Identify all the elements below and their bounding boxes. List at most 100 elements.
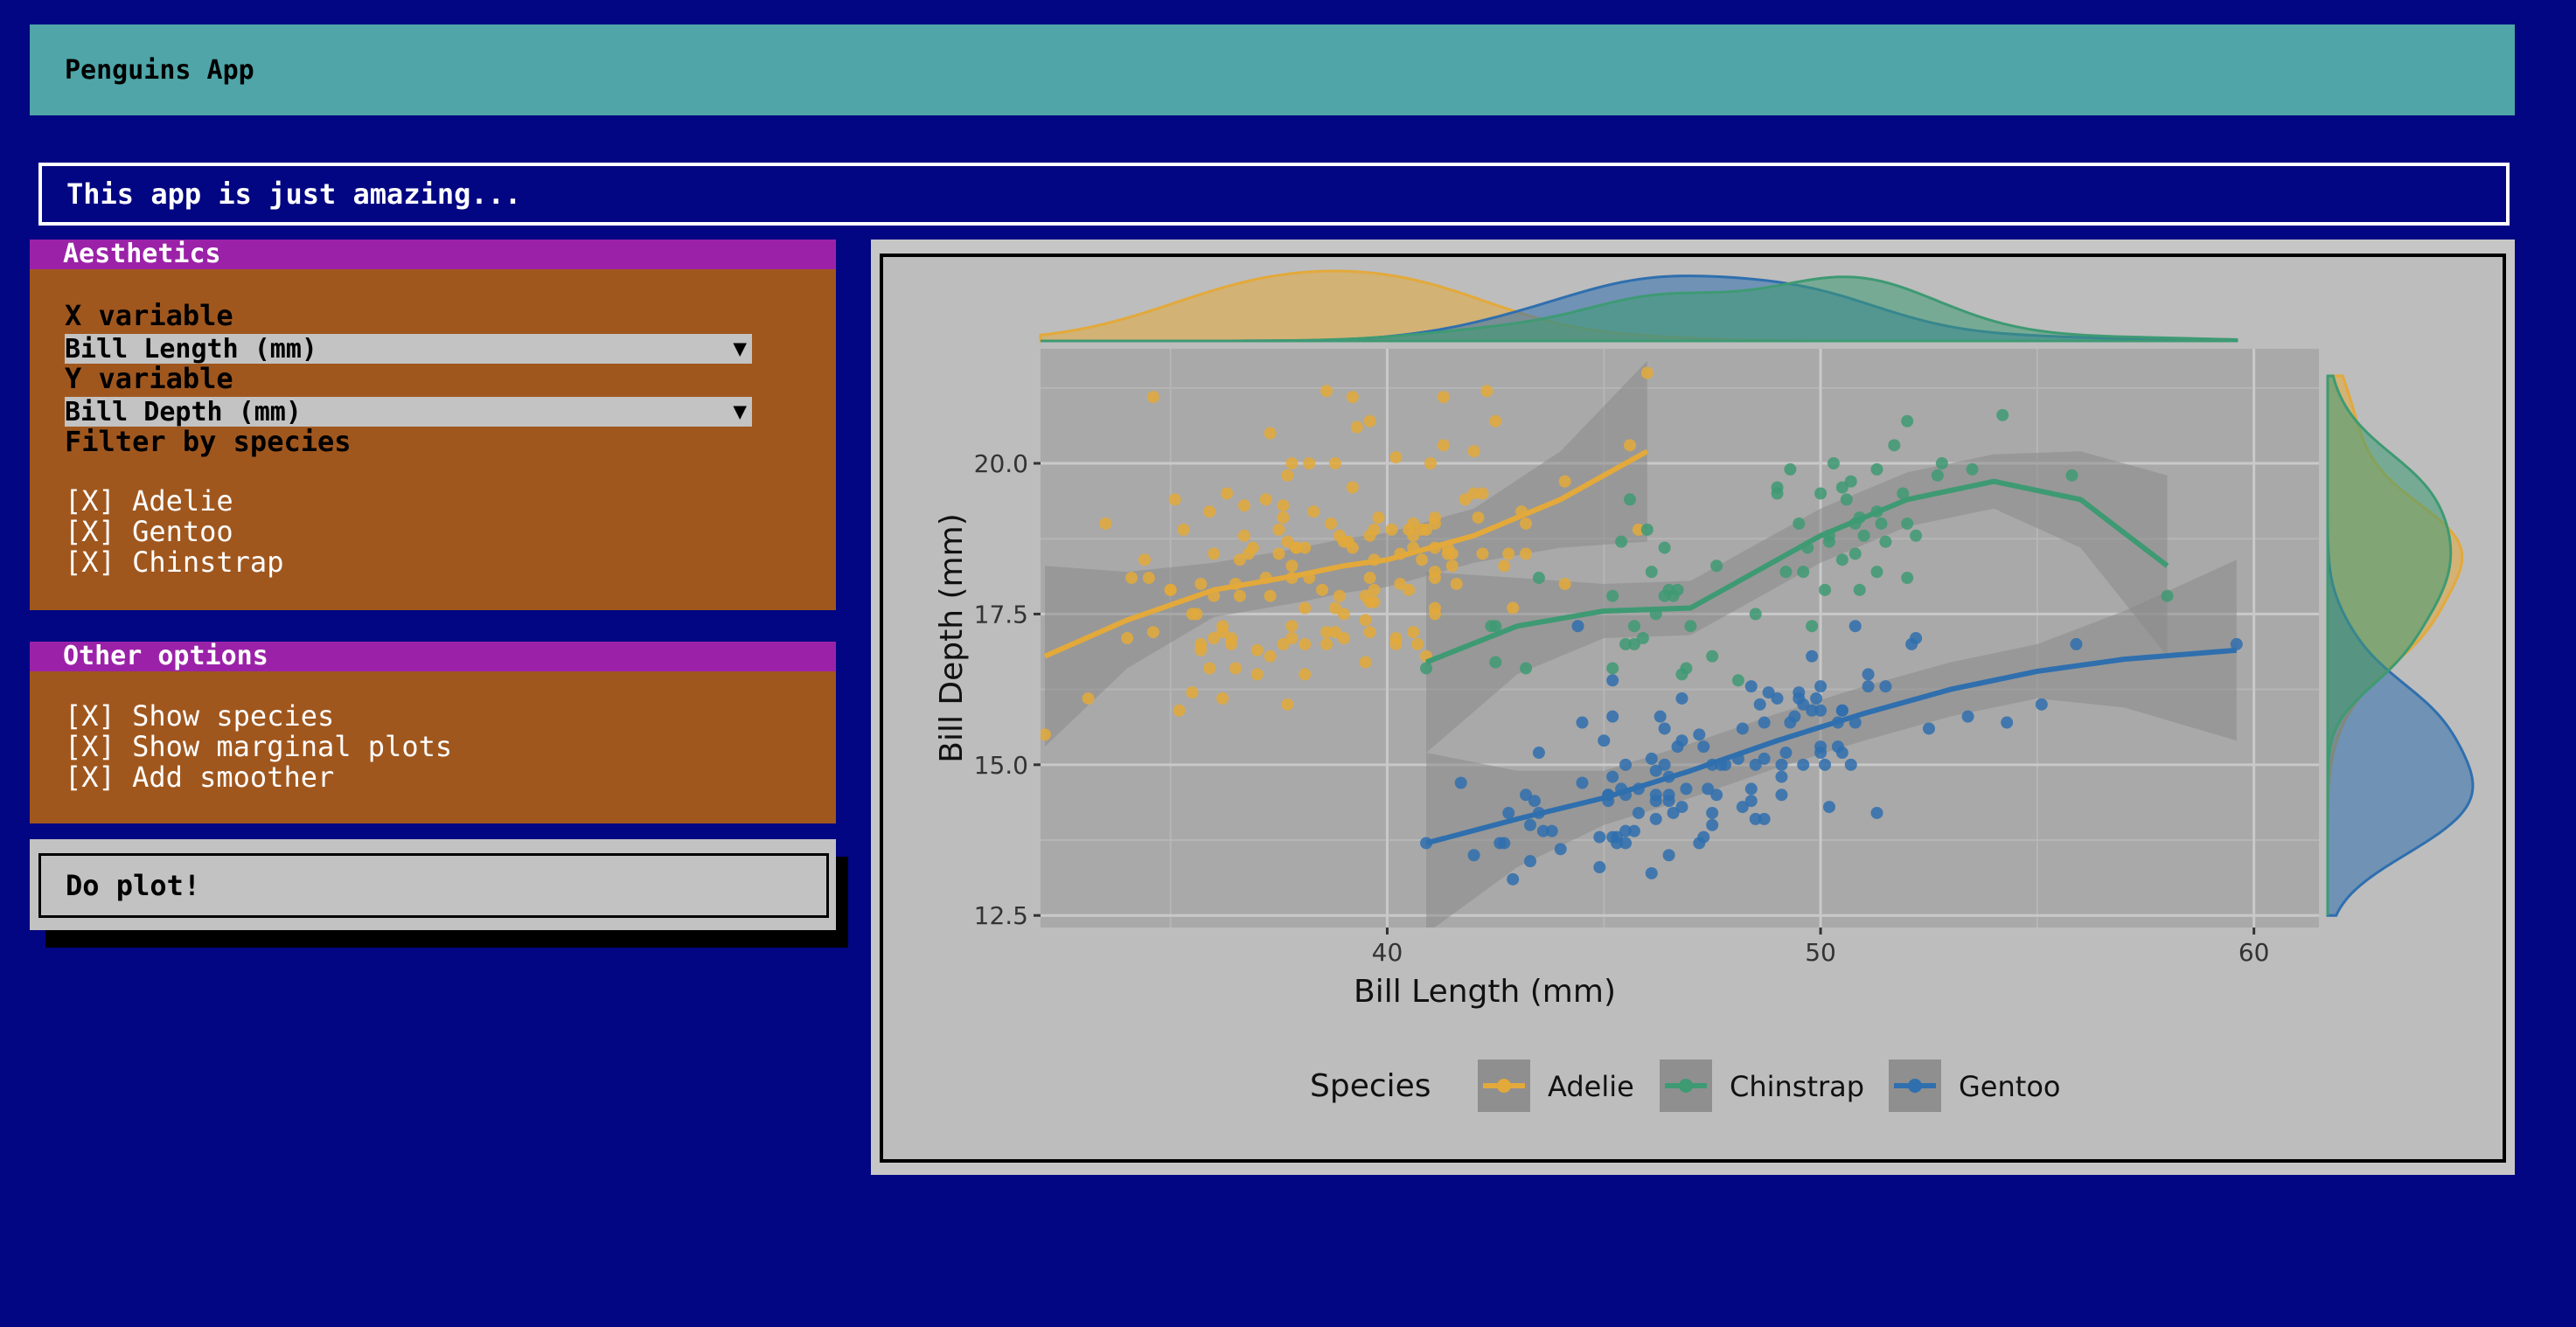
point-adelie — [1363, 626, 1376, 639]
point-chinstrap — [1879, 535, 1892, 548]
filter-species-label: Filter by species — [65, 425, 352, 458]
point-adelie — [1146, 391, 1159, 404]
point-gentoo — [1532, 747, 1545, 760]
checkbox-show-marginal-plots[interactable]: [X] Show marginal plots — [65, 730, 453, 763]
point-gentoo — [1835, 704, 1848, 717]
point-gentoo — [1697, 740, 1710, 754]
point-chinstrap — [1857, 529, 1870, 542]
y-variable-select[interactable]: Bill Depth (mm) ▼ — [65, 397, 752, 427]
point-adelie — [1272, 547, 1285, 560]
point-chinstrap — [1731, 674, 1744, 687]
point-adelie — [1259, 493, 1272, 506]
point-chinstrap — [1489, 656, 1502, 669]
point-adelie — [1272, 523, 1285, 536]
point-chinstrap — [1793, 517, 1806, 530]
point-gentoo — [1862, 668, 1875, 681]
checkbox-show-species[interactable]: [X] Show species — [65, 699, 335, 733]
point-gentoo — [1649, 795, 1662, 808]
point-adelie — [1363, 414, 1376, 427]
app-title[interactable]: Penguins App — [65, 54, 254, 86]
point-adelie — [1125, 572, 1138, 585]
point-chinstrap — [1615, 535, 1628, 548]
point-adelie — [1489, 414, 1502, 427]
point-gentoo — [1844, 758, 1857, 771]
point-adelie — [1233, 553, 1246, 566]
point-adelie — [1250, 668, 1264, 681]
point-chinstrap — [1520, 662, 1533, 675]
smoother-lines — [1043, 448, 2238, 846]
point-adelie — [1277, 499, 1290, 512]
point-gentoo — [1675, 691, 1688, 705]
legend-key-point — [1679, 1079, 1693, 1093]
point-adelie — [1285, 620, 1298, 633]
point-gentoo — [1606, 770, 1619, 783]
point-adelie — [1142, 572, 1155, 585]
point-gentoo — [1744, 680, 1758, 693]
point-adelie — [1363, 572, 1376, 585]
point-chinstrap — [1853, 583, 1866, 596]
x-variable-select[interactable]: Bill Length (mm) ▼ — [65, 334, 752, 365]
point-gentoo — [1710, 789, 1723, 802]
point-gentoo — [1758, 752, 1771, 765]
point-adelie — [1316, 583, 1329, 596]
point-gentoo — [1576, 776, 1589, 789]
point-gentoo — [2001, 716, 2014, 729]
point-adelie — [1320, 637, 1333, 650]
point-gentoo — [1693, 837, 1706, 850]
point-chinstrap — [1684, 620, 1697, 633]
point-adelie — [1368, 583, 1381, 596]
point-chinstrap — [1835, 553, 1848, 566]
point-adelie — [1281, 469, 1294, 482]
point-gentoo — [1606, 674, 1619, 687]
data-points — [1041, 366, 2243, 886]
gridlines — [1041, 349, 2319, 928]
point-chinstrap — [1935, 457, 1948, 470]
point-gentoo — [1658, 722, 1671, 735]
point-gentoo — [1693, 728, 1706, 741]
y-tick-label: 15.0 — [974, 751, 1028, 780]
y-tick-label: 17.5 — [974, 600, 1028, 629]
checkbox-gentoo[interactable]: [X] Gentoo — [65, 515, 233, 548]
point-gentoo — [1554, 843, 1567, 856]
point-chinstrap — [1671, 583, 1684, 596]
point-chinstrap — [1619, 637, 1633, 650]
point-chinstrap — [1827, 457, 1840, 470]
point-adelie — [1121, 632, 1134, 644]
point-gentoo — [1645, 866, 1658, 879]
point-chinstrap — [1901, 414, 1914, 427]
checkbox-add-smoother[interactable]: [X] Add smoother — [65, 761, 335, 794]
point-adelie — [1303, 457, 1316, 470]
checkbox-adelie[interactable]: [X] Adelie — [65, 484, 233, 518]
legend-label-chinstrap: Chinstrap — [1730, 1070, 1864, 1103]
point-adelie — [1177, 523, 1190, 536]
point-chinstrap — [1420, 662, 1433, 675]
point-adelie — [1190, 608, 1203, 621]
point-adelie — [1337, 608, 1350, 621]
point-adelie — [1520, 547, 1533, 560]
checkbox-chinstrap[interactable]: [X] Chinstrap — [65, 545, 284, 579]
point-gentoo — [1606, 830, 1619, 844]
point-gentoo — [1571, 620, 1584, 633]
point-gentoo — [1775, 770, 1788, 783]
point-chinstrap — [1779, 566, 1793, 579]
point-adelie — [1173, 704, 1186, 717]
plot-frame: 40 50 60 12.5 15.0 17.5 20.0 Bill Length (mm) … — [880, 254, 2506, 1163]
smoother-line-chinstrap — [1424, 478, 2169, 665]
point-adelie — [1194, 577, 1208, 590]
point-adelie — [1346, 481, 1359, 494]
point-gentoo — [1593, 861, 1606, 874]
point-adelie — [1285, 632, 1298, 644]
point-adelie — [1146, 626, 1159, 639]
top-marginal-density — [1039, 269, 2238, 343]
point-chinstrap — [1848, 547, 1862, 560]
point-adelie — [1428, 572, 1441, 585]
point-gentoo — [1524, 818, 1537, 831]
do-plot-button[interactable]: Do plot! — [38, 853, 829, 918]
point-adelie — [1237, 499, 1250, 512]
point-chinstrap — [1901, 572, 1914, 585]
point-chinstrap — [1910, 529, 1923, 542]
legend-title: Species — [1310, 1068, 1431, 1104]
point-adelie — [1208, 632, 1221, 644]
point-chinstrap — [1888, 439, 1901, 452]
